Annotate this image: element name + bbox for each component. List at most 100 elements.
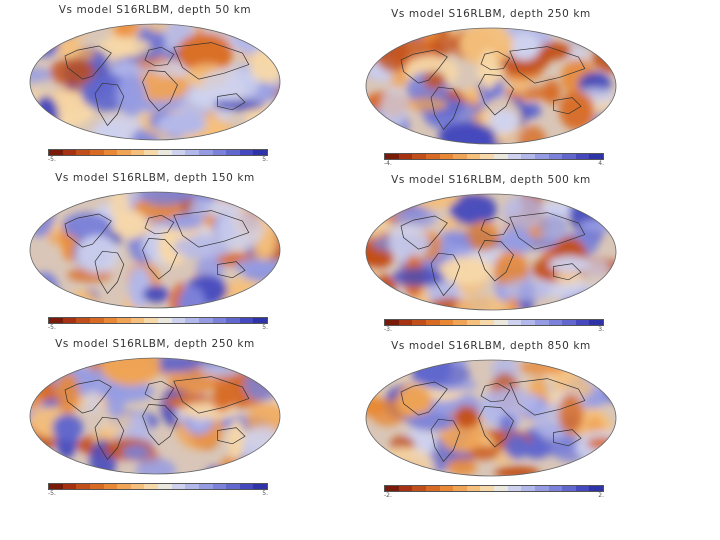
panel-title: Vs model S16RLBM, depth 150 km bbox=[55, 172, 255, 184]
colorbar-swatch bbox=[412, 320, 426, 325]
anomaly-blob bbox=[423, 71, 446, 89]
anomaly-blob bbox=[479, 49, 498, 90]
colorbar-swatch bbox=[253, 484, 267, 489]
anomaly-blob bbox=[555, 270, 582, 285]
colorbar-swatch bbox=[144, 484, 158, 489]
anomaly-blob bbox=[163, 213, 203, 230]
colorbar-min-label: -2. bbox=[384, 492, 392, 499]
colorbar-swatch bbox=[534, 154, 549, 159]
colorbar-max-label: 5. bbox=[262, 490, 268, 497]
anomaly-blob bbox=[459, 28, 513, 66]
colorbar-swatch bbox=[76, 150, 90, 155]
colorbar-min-label: -5. bbox=[48, 324, 56, 331]
map-outline bbox=[29, 23, 281, 141]
coastline bbox=[142, 404, 178, 446]
coastline bbox=[217, 427, 246, 445]
colorbar-swatch bbox=[226, 484, 240, 489]
colorbar-swatch bbox=[62, 318, 77, 323]
coastline bbox=[430, 252, 461, 297]
colorbar-swatch bbox=[253, 150, 267, 155]
coastline bbox=[400, 49, 448, 84]
anomaly-blob bbox=[30, 389, 43, 410]
anomaly-blob bbox=[580, 465, 615, 476]
colorbar-swatch bbox=[453, 320, 467, 325]
anomaly-blob bbox=[449, 194, 497, 226]
colorbar-swatch bbox=[158, 150, 172, 155]
anomaly-blob bbox=[366, 360, 389, 367]
anomaly-blob bbox=[116, 24, 140, 39]
colorbar-swatch bbox=[212, 484, 227, 489]
coastline bbox=[64, 379, 112, 414]
colorbar-swatch bbox=[548, 154, 563, 159]
colorbar-min-label: -3. bbox=[384, 326, 392, 333]
anomaly-blob bbox=[243, 368, 280, 402]
anomaly-blob bbox=[114, 210, 148, 239]
colorbar-swatch bbox=[158, 318, 172, 323]
anomaly-blob bbox=[217, 209, 264, 249]
velocity-field bbox=[366, 194, 616, 310]
colorbar-max-label: 4. bbox=[598, 160, 604, 167]
colorbar-swatch bbox=[412, 154, 426, 159]
anomaly-blob bbox=[502, 195, 544, 231]
coastline bbox=[478, 406, 514, 448]
colorbar-swatch bbox=[144, 150, 158, 155]
coastline bbox=[217, 261, 246, 279]
colorbar-swatch bbox=[130, 484, 145, 489]
anomaly-blob bbox=[388, 223, 429, 263]
colorbar-swatch bbox=[144, 318, 158, 323]
colorbar-swatch bbox=[466, 154, 481, 159]
anomaly-blob bbox=[50, 57, 95, 86]
colorbar-swatch bbox=[548, 486, 563, 491]
colorbar-max-label: 5. bbox=[262, 156, 268, 163]
colorbar-min-label: -4. bbox=[384, 160, 392, 167]
coastline bbox=[173, 210, 250, 248]
anomaly-blob bbox=[493, 251, 529, 289]
map-panel-1: Vs model S16RLBM, depth 50 km -5. 5. bbox=[20, 4, 290, 169]
anomaly-blob bbox=[366, 194, 398, 219]
anomaly-blob bbox=[264, 291, 280, 308]
anomaly-blob bbox=[504, 434, 529, 459]
colorbar-swatch bbox=[534, 320, 549, 325]
anomaly-blob bbox=[559, 90, 595, 131]
colorbar-max-label: 5. bbox=[262, 324, 268, 331]
colorbar-swatch bbox=[103, 318, 118, 323]
colorbar-swatch bbox=[117, 318, 131, 323]
anomaly-blob bbox=[228, 419, 245, 461]
colorbar-swatch bbox=[466, 320, 481, 325]
colorbar-swatch bbox=[575, 486, 590, 491]
colorbar-swatch bbox=[49, 150, 63, 155]
map-outline bbox=[29, 191, 281, 309]
coastline bbox=[94, 416, 125, 461]
anomaly-blob bbox=[538, 213, 569, 242]
anomaly-blob bbox=[577, 28, 616, 48]
colorbar-swatch bbox=[62, 150, 77, 155]
tomography-map bbox=[365, 27, 617, 145]
colorbar-swatch bbox=[89, 150, 104, 155]
anomaly-blob bbox=[142, 285, 169, 303]
colorbar-swatch bbox=[398, 486, 413, 491]
colorbar-swatch bbox=[534, 486, 549, 491]
colorbar-swatch bbox=[562, 154, 576, 159]
colorbar-swatch bbox=[117, 150, 131, 155]
anomaly-blob bbox=[234, 258, 280, 275]
velocity-field bbox=[30, 358, 280, 474]
colorbar-swatch bbox=[425, 154, 440, 159]
anomaly-blob bbox=[69, 289, 97, 308]
coastline bbox=[478, 240, 514, 282]
coastline bbox=[144, 380, 175, 401]
coastline bbox=[144, 46, 175, 67]
colorbar-swatch bbox=[76, 484, 90, 489]
anomaly-blob bbox=[30, 358, 57, 377]
colorbar-swatch bbox=[548, 320, 563, 325]
colorbar-strip bbox=[384, 153, 604, 160]
anomaly-blob bbox=[31, 361, 72, 377]
colorbar-swatch bbox=[575, 154, 590, 159]
coastline bbox=[480, 50, 511, 71]
anomaly-blob bbox=[441, 256, 493, 285]
map-outline bbox=[365, 193, 617, 311]
colorbar-swatch bbox=[521, 486, 535, 491]
colorbar-swatch bbox=[507, 154, 522, 159]
coastline bbox=[509, 46, 586, 84]
tomography-map bbox=[29, 357, 281, 475]
coastline bbox=[142, 70, 178, 112]
